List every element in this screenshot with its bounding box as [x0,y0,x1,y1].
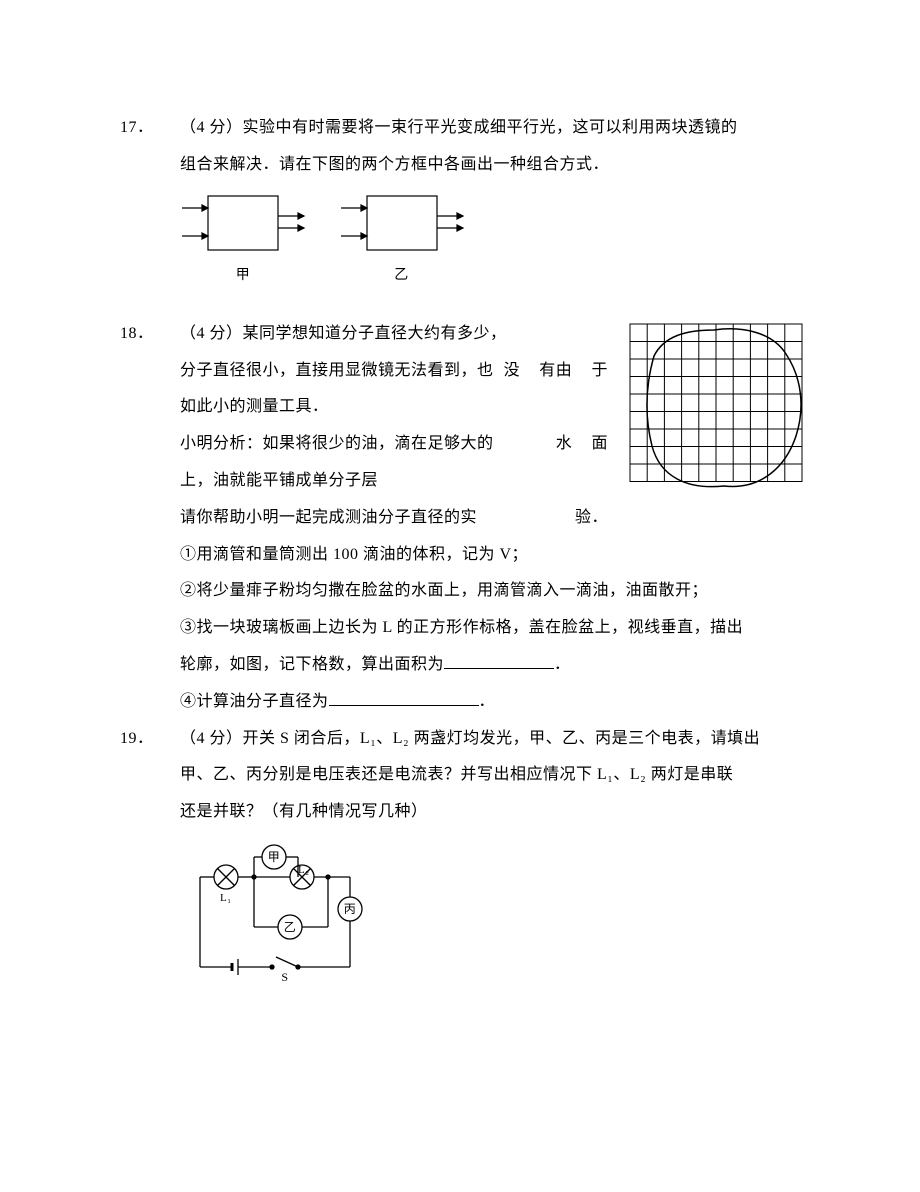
lens-svg-right [339,190,465,256]
q17-text1: 实验中有时需要将一束行平光变成细平行光，这可以利用两块透镜的 [243,119,738,136]
lens-label-left: 甲 [180,260,306,292]
q18-line1: （4 分）某同学想知道分子直径大约有多少， [180,316,608,353]
question-19: 19． （4 分）开关 S 闭合后，L₁、L₂ 两盏灯均发光，甲、乙、丙是三个电… [120,721,810,1004]
q-number: 17． [120,110,180,147]
q18-l10: ④计算油分子直径为． [180,684,810,721]
q19-circuit: 甲 L₂ 丙 [180,839,810,1004]
q18-l7: ①用滴管和量筒测出 100 滴油的体积，记为 V； [180,537,810,574]
question-17: 17． （4 分）实验中有时需要将一束行平光变成细平行光，这可以利用两块透镜的 … [120,110,810,292]
q19-l2: 甲、乙、丙分别是电压表还是电流表？并写出相应情况下 L₁、L₂ 两灯是串联 [180,757,810,794]
q17-line2: 组合来解决．请在下图的两个方框中各画出一种组合方式． [180,147,810,184]
q17-points: （4 分） [180,119,243,136]
lens-label-right: 乙 [339,260,465,292]
lens-box-left: 甲 [180,190,306,292]
q-number: 18． [120,316,180,353]
question-18: 18． （4 分）某同学想知道分子直径大约有多少， 由于 分子直径很小，直接用显… [120,316,810,721]
q18-grid-figure [624,318,814,511]
label-S: S [281,970,288,984]
q18-l1a: 某同学想知道分子直径大约有多少， [243,325,507,342]
page: 17． （4 分）实验中有时需要将一束行平光变成细平行光，这可以利用两块透镜的 … [0,0,920,1192]
label-bing: 丙 [344,902,357,916]
blank-diameter[interactable] [329,689,479,706]
q18-l9b: 轮廓，如图，记下格数，算出面积为． [180,647,810,684]
q-number: 19． [120,721,180,758]
blank-area[interactable] [444,652,554,669]
lens-svg-left [180,190,306,256]
q19-points: （4 分） [180,730,243,747]
lens-box-right: 乙 [339,190,465,292]
q19-circuit-svg: 甲 L₂ 丙 [180,839,390,989]
q19-line1: （4 分）开关 S 闭合后，L₁、L₂ 两盏灯均发光，甲、乙、丙是三个电表，请填… [180,721,810,758]
q17-line1: （4 分）实验中有时需要将一束行平光变成细平行光，这可以利用两块透镜的 [180,110,810,147]
q18-points: （4 分） [180,325,243,342]
label-yi: 乙 [284,920,297,934]
label-L1: L₁ [220,892,232,904]
q19-l1: 开关 S 闭合后，L₁、L₂ 两盏灯均发光，甲、乙、丙是三个电表，请填出 [243,730,761,747]
label-jia: 甲 [268,850,281,864]
q18-l9a: ③找一块玻璃板画上边长为 L 的正方形作标格，盖在脸盆上，视线垂直，描出 [180,610,810,647]
q19-l3: 还是并联？（有几种情况写几种） [180,794,810,831]
q18-l8: ②将少量痱子粉均匀撒在脸盆的水面上，用滴管滴入一滴油，油面散开； [180,573,810,610]
q17-figure: 甲 乙 [180,190,810,292]
q18-grid-svg [624,318,814,496]
